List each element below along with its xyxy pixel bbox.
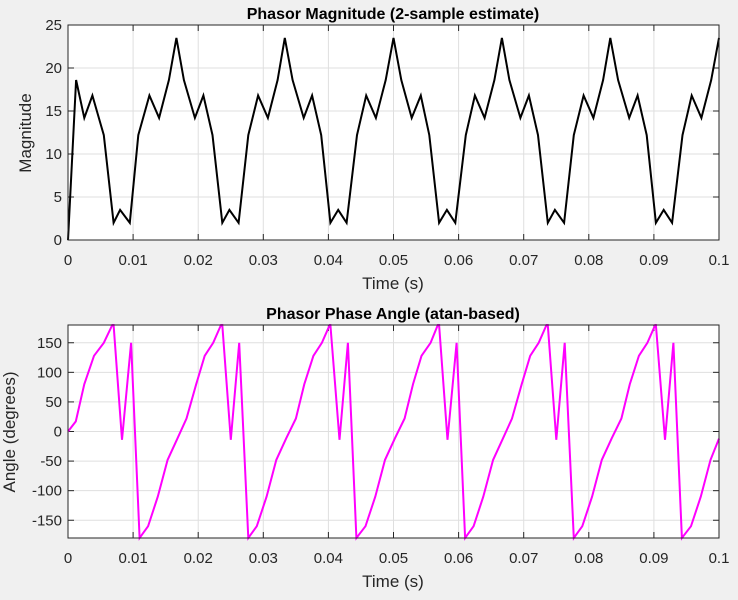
- magnitude-xtick-label: 0.1: [709, 252, 730, 269]
- phase-xtick-label: 0.1: [709, 550, 730, 567]
- magnitude-ytick-label: 5: [54, 189, 62, 206]
- phase-xtick-label: 0.02: [184, 550, 213, 567]
- phase-series-line: [67, 324, 720, 541]
- phase-xtick-label: 0.09: [639, 550, 668, 567]
- magnitude-xtick-label: 0.03: [249, 252, 278, 269]
- magnitude-ytick-label: 20: [45, 60, 62, 77]
- phase-ytick-label: -100: [32, 483, 62, 500]
- phase-gridlines: [67, 325, 720, 538]
- magnitude-ytick-label: 25: [45, 17, 62, 34]
- magnitude-ytick-label: 0: [54, 232, 62, 249]
- phase-series: [67, 324, 720, 541]
- phase-ytick-label: 100: [37, 364, 62, 381]
- phase-ytick-label: 0: [54, 424, 62, 441]
- magnitude-xlabel: Time (s): [362, 274, 424, 293]
- phase-ytick-label: 150: [37, 335, 62, 352]
- magnitude-series-line: [67, 37, 720, 241]
- phase-xtick-label: 0.04: [314, 550, 343, 567]
- magnitude-xtick-label: 0.07: [509, 252, 538, 269]
- phase-ytick-label: -150: [32, 512, 62, 529]
- magnitude-xtick-label: 0.06: [444, 252, 473, 269]
- magnitude-xtick-label: 0.01: [118, 252, 147, 269]
- phase-ylabel: Angle (degrees): [0, 372, 19, 493]
- phase-xtick-label: 0.05: [379, 550, 408, 567]
- phase-title: Phasor Phase Angle (atan-based): [266, 306, 520, 323]
- magnitude-title: Phasor Magnitude (2-sample estimate): [247, 6, 540, 23]
- phase-xtick-label: 0.03: [249, 550, 278, 567]
- magnitude-ytick-label: 10: [45, 146, 62, 163]
- phase-ytick-label: 50: [45, 394, 62, 411]
- magnitude-xtick-label: 0.04: [314, 252, 343, 269]
- phase-xtick-label: 0.07: [509, 550, 538, 567]
- magnitude-plot-border: [67, 24, 720, 241]
- phase-plot-border: [67, 324, 720, 539]
- magnitude-xtick-label: 0.02: [184, 252, 213, 269]
- magnitude-xtick-label: 0.05: [379, 252, 408, 269]
- phase-ytick-label: -50: [40, 453, 62, 470]
- phase-xtick-label: 0.08: [574, 550, 603, 567]
- magnitude-xtick-label: 0.08: [574, 252, 603, 269]
- phase-xtick-label: 0.01: [118, 550, 147, 567]
- magnitude-series: [67, 37, 720, 241]
- magnitude-xtick-label: 0.09: [639, 252, 668, 269]
- phase-xlabel: Time (s): [362, 572, 424, 591]
- phase-axes: Phasor Phase Angle (atan-based) 0 0.01 0.0…: [0, 306, 729, 591]
- phase-xtick-label: 0.06: [444, 550, 473, 567]
- magnitude-ylabel: Magnitude: [16, 93, 35, 172]
- phase-xtick-label: 0: [64, 550, 72, 567]
- magnitude-axes: Phasor Magnitude (2-sample estimate) 0 0.…: [16, 6, 729, 293]
- magnitude-xtick-label: 0: [64, 252, 72, 269]
- magnitude-ytick-label: 15: [45, 103, 62, 120]
